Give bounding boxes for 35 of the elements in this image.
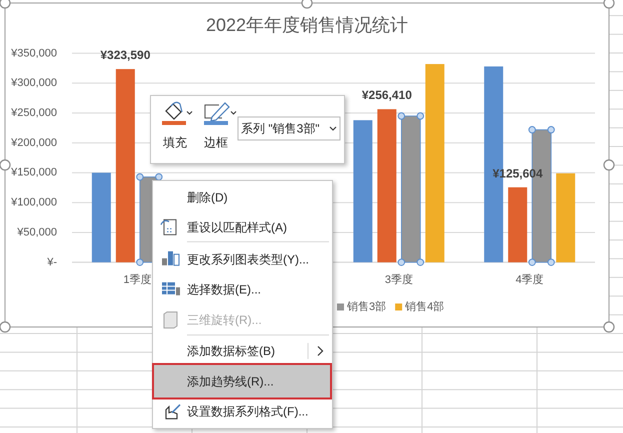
bar xyxy=(400,116,421,263)
bar xyxy=(116,69,135,262)
bar xyxy=(377,109,396,262)
text: 添加趋势线(R)... xyxy=(187,374,274,389)
y-tick-label: ¥250,000 xyxy=(10,107,57,120)
text: 设置数据系列格式(F)... xyxy=(187,404,308,419)
bar xyxy=(425,64,444,262)
y-tick-label: ¥100,000 xyxy=(10,196,57,209)
bar xyxy=(353,120,372,262)
bar xyxy=(556,173,576,262)
annotation: 填充 xyxy=(162,136,187,150)
x-tick-label: 3季度 xyxy=(384,273,413,286)
text: 三维旋转(R)... xyxy=(187,313,262,327)
y-tick-label: ¥200,000 xyxy=(10,136,57,149)
annotation: 边框 xyxy=(204,136,228,150)
y-tick-label: ¥150,000 xyxy=(10,166,57,179)
text: 选择数据(E)... xyxy=(187,282,261,296)
annotation: 系列 "销售3部" xyxy=(241,122,320,136)
data-label: ¥323,590 xyxy=(100,48,151,62)
legend-label: 销售3部 xyxy=(346,300,386,313)
annotation: 删除(D) xyxy=(187,190,228,205)
y-tick-label: ¥350,000 xyxy=(10,47,57,60)
bar xyxy=(508,187,528,262)
y-tick-label: ¥- xyxy=(46,256,58,268)
data-label: ¥256,410 xyxy=(362,88,412,102)
text: 添加数据标签(B) xyxy=(187,344,275,358)
legend-label: 销售4部 xyxy=(404,300,444,313)
annotation: 重设以匹配样式(A) xyxy=(187,220,287,235)
x-tick-label: 1季度 xyxy=(123,273,152,286)
x-tick-label: 4季度 xyxy=(516,273,544,286)
annotation: 更改系列图表类型(Y)... xyxy=(187,252,309,266)
chart-title: 2022年年度销售情况统计 xyxy=(206,15,408,35)
y-tick-label: ¥50,000 xyxy=(16,226,57,238)
bar xyxy=(92,172,111,262)
y-tick-label: ¥300,000 xyxy=(10,77,57,90)
